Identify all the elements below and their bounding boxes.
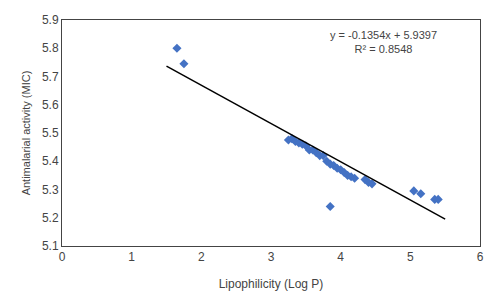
svg-text:1: 1 bbox=[128, 250, 135, 264]
svg-text:4: 4 bbox=[337, 250, 344, 264]
svg-text:5.8: 5.8 bbox=[42, 41, 59, 55]
svg-text:5.5: 5.5 bbox=[42, 126, 59, 140]
svg-text:0: 0 bbox=[59, 250, 66, 264]
svg-text:5.2: 5.2 bbox=[42, 211, 59, 225]
svg-text:5.9: 5.9 bbox=[42, 13, 59, 27]
svg-text:5.4: 5.4 bbox=[42, 154, 59, 168]
svg-text:5.7: 5.7 bbox=[42, 70, 59, 84]
svg-text:y = -0.1354x + 5.9397R² = 0.85: y = -0.1354x + 5.9397R² = 0.8548 bbox=[330, 29, 437, 55]
svg-text:6: 6 bbox=[477, 250, 484, 264]
svg-text:5.1: 5.1 bbox=[42, 239, 59, 253]
svg-text:5.6: 5.6 bbox=[42, 98, 59, 112]
svg-text:5: 5 bbox=[407, 250, 414, 264]
svg-text:Antimalarial activity (MIC): Antimalarial activity (MIC) bbox=[20, 71, 32, 196]
svg-text:2: 2 bbox=[198, 250, 205, 264]
svg-text:3: 3 bbox=[268, 250, 275, 264]
svg-text:Lipophilicity (Log P): Lipophilicity (Log P) bbox=[219, 277, 324, 291]
svg-text:5.3: 5.3 bbox=[42, 183, 59, 197]
